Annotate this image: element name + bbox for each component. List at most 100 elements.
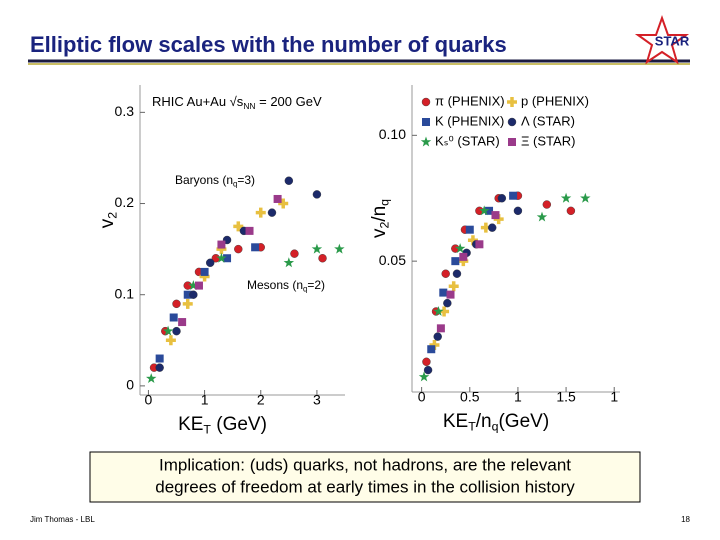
implication-line: degrees of freedom at early times in the… — [155, 477, 575, 496]
point — [459, 252, 468, 261]
footer-author: Jim Thomas - LBL — [30, 515, 95, 524]
y-tick-label: 0.3 — [115, 103, 135, 119]
x-axis-label: KET (GeV) — [178, 414, 267, 437]
legend-marker — [508, 138, 516, 146]
point — [478, 205, 490, 216]
point — [454, 243, 466, 254]
x-tick-label: 1.5 — [556, 389, 576, 405]
annotation: Mesons (nq=2) — [247, 278, 325, 293]
point — [488, 223, 497, 232]
point — [580, 192, 591, 203]
point — [162, 325, 174, 336]
annotation: RHIC Au+Au √sNN = 200 GeV — [152, 94, 322, 111]
legend-marker — [507, 97, 517, 107]
x-tick-label: 0.5 — [460, 389, 480, 405]
point — [427, 345, 436, 354]
point — [542, 200, 552, 209]
label-part: v — [97, 218, 118, 228]
point — [183, 290, 192, 299]
point — [311, 243, 323, 254]
label-part: q — [233, 180, 237, 189]
point — [155, 363, 164, 372]
label-part: q — [378, 199, 392, 206]
legend-marker — [507, 117, 517, 127]
point — [436, 324, 445, 333]
point — [251, 243, 260, 252]
point — [172, 299, 181, 309]
label-part: q — [303, 285, 307, 294]
label-part: NN — [243, 101, 255, 111]
point — [165, 335, 176, 346]
label-part: (GeV) — [498, 411, 549, 432]
x-tick-label: 1 — [201, 392, 209, 408]
point — [446, 290, 455, 299]
label-part: q — [492, 420, 499, 434]
label-part: KE — [443, 411, 468, 432]
point — [178, 318, 187, 327]
point — [451, 257, 460, 266]
x-tick-label: 3 — [313, 392, 321, 408]
point — [267, 208, 277, 217]
footer-page: 18 — [681, 515, 690, 524]
point — [560, 192, 572, 203]
point — [318, 254, 327, 263]
legend-marker — [420, 136, 432, 147]
point — [182, 298, 193, 309]
point — [200, 267, 209, 276]
point — [443, 298, 452, 308]
point — [194, 281, 203, 290]
x-tick-label: 2 — [257, 392, 265, 408]
y-tick-label: 0.05 — [379, 252, 406, 268]
label-part: =2) — [307, 278, 325, 292]
implication-line: Implication: (uds) quarks, not hadrons, … — [159, 455, 571, 474]
logo-star — [634, 14, 690, 65]
point — [433, 305, 444, 316]
point — [283, 257, 295, 268]
legend-label: Kₛ⁰ (STAR) — [435, 133, 500, 148]
point — [418, 371, 430, 382]
implication-box — [89, 451, 641, 503]
point — [189, 290, 198, 299]
point — [497, 194, 507, 203]
point — [509, 191, 518, 200]
label-part: = 200 GeV — [256, 94, 322, 109]
point — [284, 176, 294, 185]
point — [255, 207, 266, 218]
label-part: T — [468, 420, 476, 434]
point — [465, 225, 474, 234]
point — [485, 206, 494, 215]
label-part: /n — [476, 411, 492, 432]
label-part: Baryons (n — [175, 173, 233, 187]
y-tick-label: 0.2 — [115, 194, 135, 210]
point — [448, 281, 459, 292]
point — [441, 269, 450, 278]
point — [216, 252, 227, 263]
point — [172, 326, 181, 336]
legend-marker — [421, 97, 431, 107]
point — [278, 198, 289, 209]
point — [155, 354, 164, 363]
x-tick-label: 1 — [514, 389, 522, 405]
point — [334, 243, 345, 254]
point — [290, 249, 299, 258]
point — [475, 240, 484, 249]
point — [439, 288, 448, 297]
label-part: (GeV) — [211, 414, 267, 435]
point — [452, 269, 462, 278]
y-axis-label: v2 — [97, 212, 120, 229]
x-axis-label: KET/nq(GeV) — [443, 411, 549, 434]
point — [188, 280, 199, 291]
point — [245, 226, 254, 235]
point — [536, 211, 548, 222]
label-part: KE — [178, 414, 203, 435]
point — [513, 206, 523, 216]
label-part: Mesons (n — [247, 278, 303, 292]
y-tick-label: 0 — [126, 377, 134, 393]
point — [169, 313, 178, 322]
point — [146, 373, 157, 384]
legend-label: K (PHENIX) — [435, 113, 504, 128]
point — [566, 206, 576, 216]
x-tick-label: 1 — [610, 389, 618, 405]
